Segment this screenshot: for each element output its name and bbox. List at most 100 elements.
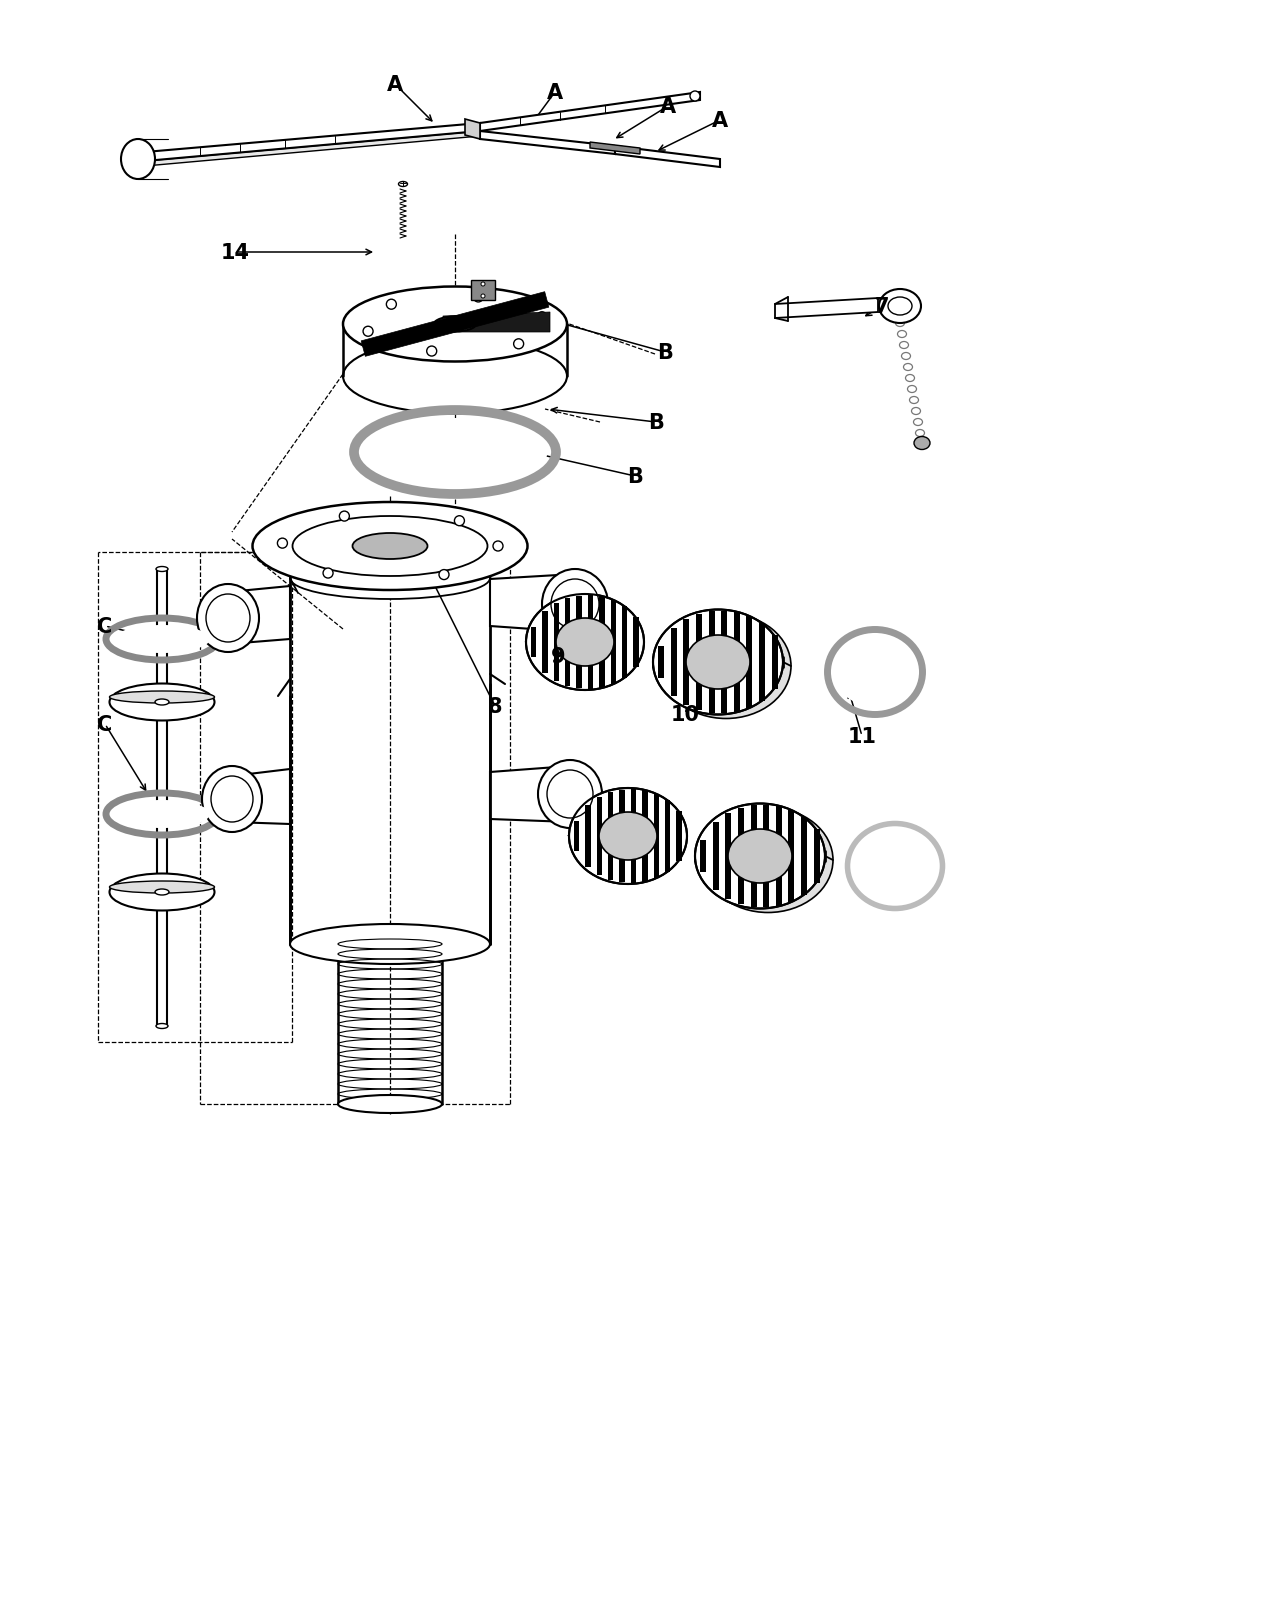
Ellipse shape <box>855 831 935 902</box>
Ellipse shape <box>155 889 169 896</box>
Ellipse shape <box>569 789 687 884</box>
Ellipse shape <box>547 770 593 818</box>
Polygon shape <box>696 615 702 710</box>
Polygon shape <box>542 612 547 673</box>
Text: 11: 11 <box>848 726 877 747</box>
Text: A: A <box>386 74 403 95</box>
Text: 7: 7 <box>874 297 889 316</box>
Ellipse shape <box>661 613 791 720</box>
Ellipse shape <box>352 534 427 560</box>
Circle shape <box>364 328 372 337</box>
Text: 14: 14 <box>220 242 250 263</box>
Polygon shape <box>144 132 480 166</box>
Ellipse shape <box>879 291 921 324</box>
Ellipse shape <box>435 318 476 332</box>
Circle shape <box>513 339 523 350</box>
Polygon shape <box>631 789 636 883</box>
Polygon shape <box>614 147 720 168</box>
Polygon shape <box>725 813 731 899</box>
Ellipse shape <box>114 801 210 828</box>
Polygon shape <box>597 797 602 876</box>
Polygon shape <box>775 299 878 320</box>
Ellipse shape <box>542 570 608 639</box>
Text: C: C <box>98 617 113 636</box>
Polygon shape <box>634 618 639 667</box>
Ellipse shape <box>835 638 915 707</box>
Polygon shape <box>654 794 659 878</box>
Polygon shape <box>772 636 778 689</box>
Ellipse shape <box>914 437 930 450</box>
Circle shape <box>474 292 483 303</box>
Polygon shape <box>737 809 744 905</box>
Polygon shape <box>465 119 480 140</box>
Polygon shape <box>759 623 765 702</box>
Text: A: A <box>712 111 729 131</box>
Polygon shape <box>683 620 689 705</box>
Polygon shape <box>490 767 570 823</box>
Polygon shape <box>480 94 699 132</box>
Polygon shape <box>665 801 670 872</box>
Polygon shape <box>554 604 559 681</box>
Circle shape <box>386 300 397 310</box>
Polygon shape <box>361 292 549 357</box>
Polygon shape <box>721 612 727 713</box>
Ellipse shape <box>207 594 250 642</box>
Circle shape <box>481 295 485 299</box>
Ellipse shape <box>888 299 912 316</box>
Ellipse shape <box>109 873 214 910</box>
Ellipse shape <box>338 1096 442 1114</box>
Ellipse shape <box>685 636 750 689</box>
Ellipse shape <box>556 618 614 667</box>
Ellipse shape <box>551 579 599 629</box>
Ellipse shape <box>155 699 169 705</box>
Polygon shape <box>144 124 480 161</box>
Ellipse shape <box>156 1023 169 1028</box>
Ellipse shape <box>526 594 644 691</box>
Polygon shape <box>232 770 290 825</box>
Polygon shape <box>713 823 718 891</box>
Polygon shape <box>658 647 664 678</box>
Polygon shape <box>608 792 613 881</box>
Polygon shape <box>708 612 715 713</box>
Polygon shape <box>788 810 794 902</box>
Text: B: B <box>658 342 673 363</box>
Circle shape <box>277 539 288 549</box>
Ellipse shape <box>201 767 262 833</box>
Ellipse shape <box>343 287 568 362</box>
Ellipse shape <box>252 502 527 591</box>
Polygon shape <box>813 830 820 883</box>
Polygon shape <box>611 600 616 684</box>
Polygon shape <box>642 791 647 881</box>
Polygon shape <box>585 805 590 868</box>
Circle shape <box>340 512 350 521</box>
Polygon shape <box>620 789 625 883</box>
Polygon shape <box>677 812 682 862</box>
Ellipse shape <box>399 182 408 187</box>
Ellipse shape <box>109 881 214 894</box>
Ellipse shape <box>729 830 792 883</box>
Polygon shape <box>443 313 550 332</box>
Circle shape <box>455 516 465 526</box>
Ellipse shape <box>653 610 783 715</box>
Polygon shape <box>588 596 593 689</box>
Circle shape <box>493 542 503 552</box>
Polygon shape <box>480 132 614 155</box>
Ellipse shape <box>703 809 832 914</box>
Polygon shape <box>775 807 782 907</box>
Circle shape <box>691 92 699 102</box>
Ellipse shape <box>290 925 490 965</box>
Circle shape <box>438 570 449 579</box>
Polygon shape <box>471 281 495 300</box>
Text: 8: 8 <box>488 697 502 717</box>
Ellipse shape <box>109 691 214 704</box>
Ellipse shape <box>599 812 658 860</box>
Polygon shape <box>763 805 769 907</box>
Circle shape <box>537 313 547 323</box>
Polygon shape <box>801 817 807 896</box>
Polygon shape <box>746 617 753 709</box>
Text: 9: 9 <box>551 647 565 667</box>
Circle shape <box>481 282 485 287</box>
Polygon shape <box>701 841 706 873</box>
Ellipse shape <box>122 140 155 179</box>
Circle shape <box>323 568 333 579</box>
